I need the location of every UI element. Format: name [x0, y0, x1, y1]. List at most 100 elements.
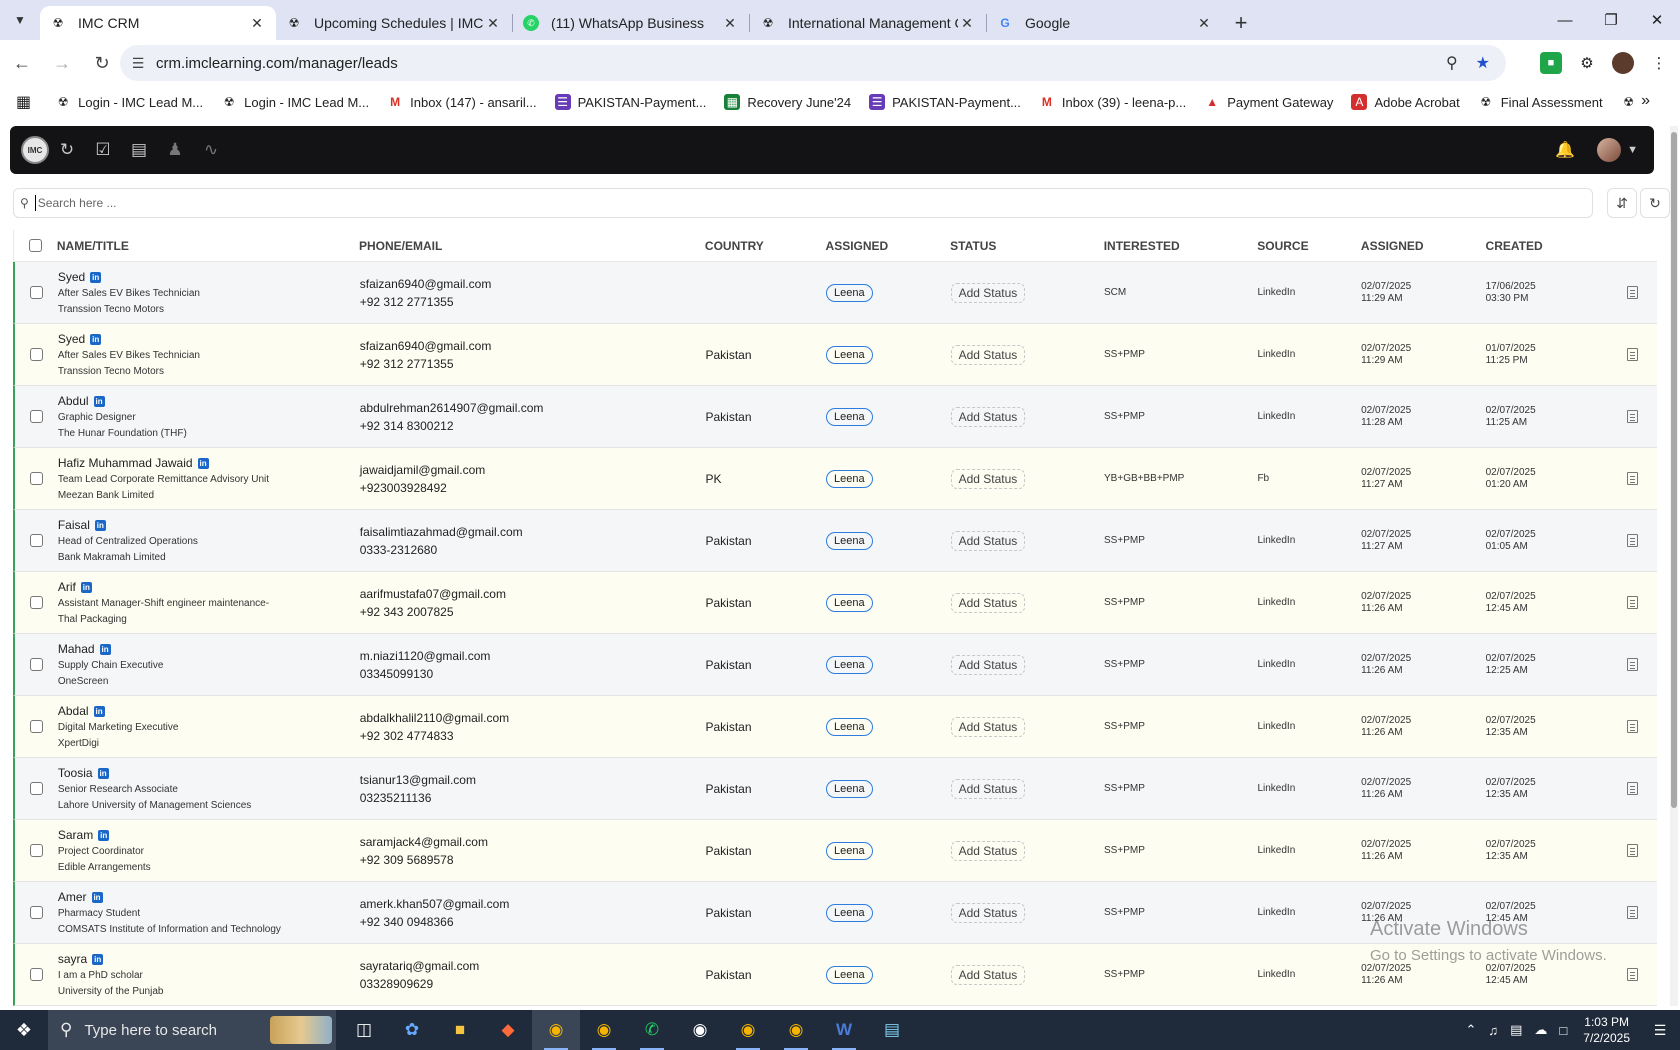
taskbar-clock[interactable]: 1:03 PM 7/2/2025: [1583, 1014, 1630, 1046]
new-tab-button[interactable]: +: [1234, 10, 1248, 35]
linkedin-icon[interactable]: in: [93, 705, 105, 717]
lead-name[interactable]: Syed: [57, 332, 86, 346]
row-checkbox[interactable]: [29, 596, 43, 609]
scrollbar-thumb[interactable]: [1671, 132, 1677, 808]
assigned-to-badge[interactable]: Leena: [826, 903, 873, 922]
select-all-checkbox[interactable]: [28, 239, 42, 252]
table-row[interactable]: Arif in Assistant Manager-Shift engineer m…: [13, 572, 1657, 634]
document-icon[interactable]: [1627, 286, 1639, 299]
table-row[interactable]: Syed in After Sales EV Bikes Technician Tra…: [13, 262, 1657, 324]
document-icon[interactable]: [1627, 844, 1639, 857]
document-icon[interactable]: [1627, 596, 1639, 609]
row-checkbox[interactable]: [29, 968, 43, 981]
tab-close-icon[interactable]: ✕: [251, 14, 263, 31]
tab-search-chevron-icon[interactable]: ▼: [14, 13, 26, 27]
linkedin-icon[interactable]: in: [92, 953, 104, 965]
browser-menu-icon[interactable]: ⋮: [1651, 55, 1667, 72]
add-status-button[interactable]: Add Status: [950, 344, 1026, 365]
restore-icon[interactable]: ❐: [1604, 12, 1618, 29]
lead-name[interactable]: Amer: [57, 890, 87, 904]
document-icon[interactable]: [1627, 658, 1639, 671]
document-icon[interactable]: [1627, 410, 1639, 423]
table-row[interactable]: Abdal in Digital Marketing Executive XpertD…: [13, 696, 1657, 758]
chevron-up-icon[interactable]: ⌃: [1465, 1022, 1477, 1037]
linkedin-icon[interactable]: in: [97, 767, 109, 779]
bookmark-item[interactable]: ☢ Final Assessment: [1478, 94, 1602, 110]
network-icon[interactable]: □: [1559, 1022, 1568, 1038]
close-window-icon[interactable]: ✕: [1650, 12, 1664, 29]
table-row[interactable]: Amer in Pharmacy Student COMSATS Institute …: [13, 882, 1657, 944]
row-checkbox[interactable]: [29, 410, 43, 423]
sync-icon[interactable]: ↻: [59, 140, 75, 159]
tab-close-icon[interactable]: ✕: [487, 14, 499, 31]
extensions-puzzle-icon[interactable]: ⚙: [1580, 55, 1594, 72]
assigned-to-badge[interactable]: Leena: [826, 965, 873, 984]
lead-name[interactable]: Hafiz Muhammad Jawaid: [57, 456, 193, 470]
row-checkbox[interactable]: [29, 658, 43, 671]
bookmark-item[interactable]: ☰ PAKISTAN-Payment...: [869, 94, 1021, 110]
document-icon[interactable]: [1627, 720, 1639, 733]
bookmark-item[interactable]: A Adobe Acrobat: [1351, 94, 1460, 110]
tab-international-management[interactable]: ☢ International Management Con ✕: [750, 6, 986, 40]
row-checkbox[interactable]: [29, 844, 43, 857]
column-header-country[interactable]: Country: [704, 238, 764, 253]
profile-avatar[interactable]: [1612, 52, 1634, 74]
row-checkbox[interactable]: [29, 906, 43, 919]
pinned-app-icon[interactable]: ◆: [501, 1020, 515, 1039]
add-status-button[interactable]: Add Status: [950, 592, 1026, 613]
table-row[interactable]: Mahad in Supply Chain Executive OneScreen m.…: [13, 634, 1657, 696]
windows-start-icon[interactable]: ❖: [15, 1019, 33, 1040]
assigned-to-badge[interactable]: Leena: [826, 593, 873, 612]
row-checkbox[interactable]: [29, 720, 43, 733]
url-text[interactable]: crm.imclearning.com/manager/leads: [156, 54, 398, 72]
device-icon[interactable]: ▤: [1510, 1022, 1523, 1037]
filter-settings-button[interactable]: ⇵: [1607, 188, 1637, 218]
calendar-check-icon[interactable]: ☑: [95, 140, 111, 159]
lead-name[interactable]: Toosia: [57, 766, 93, 780]
notification-bell-icon[interactable]: 🔔: [1555, 142, 1576, 159]
bookmark-item[interactable]: M Inbox (39) - leena-p...: [1039, 94, 1186, 110]
word-icon[interactable]: W: [820, 1010, 868, 1050]
lead-name[interactable]: Faisal: [57, 518, 90, 532]
document-icon[interactable]: [1627, 348, 1639, 361]
table-row[interactable]: Syed in After Sales EV Bikes Technician Tra…: [13, 324, 1657, 386]
document-icon[interactable]: [1627, 906, 1639, 919]
user-icon[interactable]: ♟: [167, 140, 183, 159]
bookmark-item[interactable]: ▦ Recovery June'24: [724, 94, 851, 110]
linkedin-icon[interactable]: in: [197, 457, 209, 469]
assigned-to-badge[interactable]: Leena: [826, 779, 873, 798]
reload-icon[interactable]: ↻: [94, 52, 110, 73]
bookmark-star-icon[interactable]: ★: [1475, 55, 1490, 72]
notepad-icon[interactable]: ▤: [883, 1020, 901, 1039]
table-row[interactable]: sayra in I am a PhD scholar University of t…: [13, 944, 1657, 1006]
assigned-to-badge[interactable]: Leena: [826, 407, 873, 426]
assigned-to-badge[interactable]: Leena: [826, 717, 873, 736]
assigned-to-badge[interactable]: Leena: [826, 655, 873, 674]
forward-icon[interactable]: →: [53, 52, 71, 73]
extension-green-icon[interactable]: ■: [1540, 52, 1562, 74]
linkedin-icon[interactable]: in: [90, 333, 102, 345]
document-icon[interactable]: [1627, 968, 1639, 981]
tab-upcoming-schedules[interactable]: ☢ Upcoming Schedules | IMC Cer ✕: [276, 6, 512, 40]
add-status-button[interactable]: Add Status: [950, 530, 1026, 551]
chevron-down-icon[interactable]: ▼: [1627, 144, 1638, 156]
column-header-interested[interactable]: Interested: [1103, 238, 1180, 253]
add-status-button[interactable]: Add Status: [950, 282, 1026, 303]
bookmark-item-icon-only[interactable]: ☢: [1621, 94, 1644, 110]
bookmark-item[interactable]: ☢ Login - IMC Lead M...: [221, 94, 369, 110]
linkedin-icon[interactable]: in: [93, 395, 105, 407]
zoom-icon[interactable]: ⚲: [1445, 55, 1458, 72]
column-header-status[interactable]: Status: [950, 238, 997, 253]
whatsapp-icon[interactable]: ✆: [628, 1010, 676, 1050]
page-scrollbar[interactable]: [1670, 126, 1678, 1006]
table-row[interactable]: Toosia in Senior Research Associate Lahore …: [13, 758, 1657, 820]
row-checkbox[interactable]: [29, 782, 43, 795]
column-header-assigned-to[interactable]: Assigned: [825, 238, 889, 253]
column-header-name[interactable]: Name/Title: [56, 238, 129, 253]
assigned-to-badge[interactable]: Leena: [826, 841, 873, 860]
lead-name[interactable]: Syed: [57, 270, 86, 284]
add-status-button[interactable]: Add Status: [950, 840, 1026, 861]
copilot-icon[interactable]: ✿: [404, 1020, 420, 1039]
imc-logo[interactable]: IMC: [21, 136, 49, 164]
search-input[interactable]: [34, 195, 1535, 211]
